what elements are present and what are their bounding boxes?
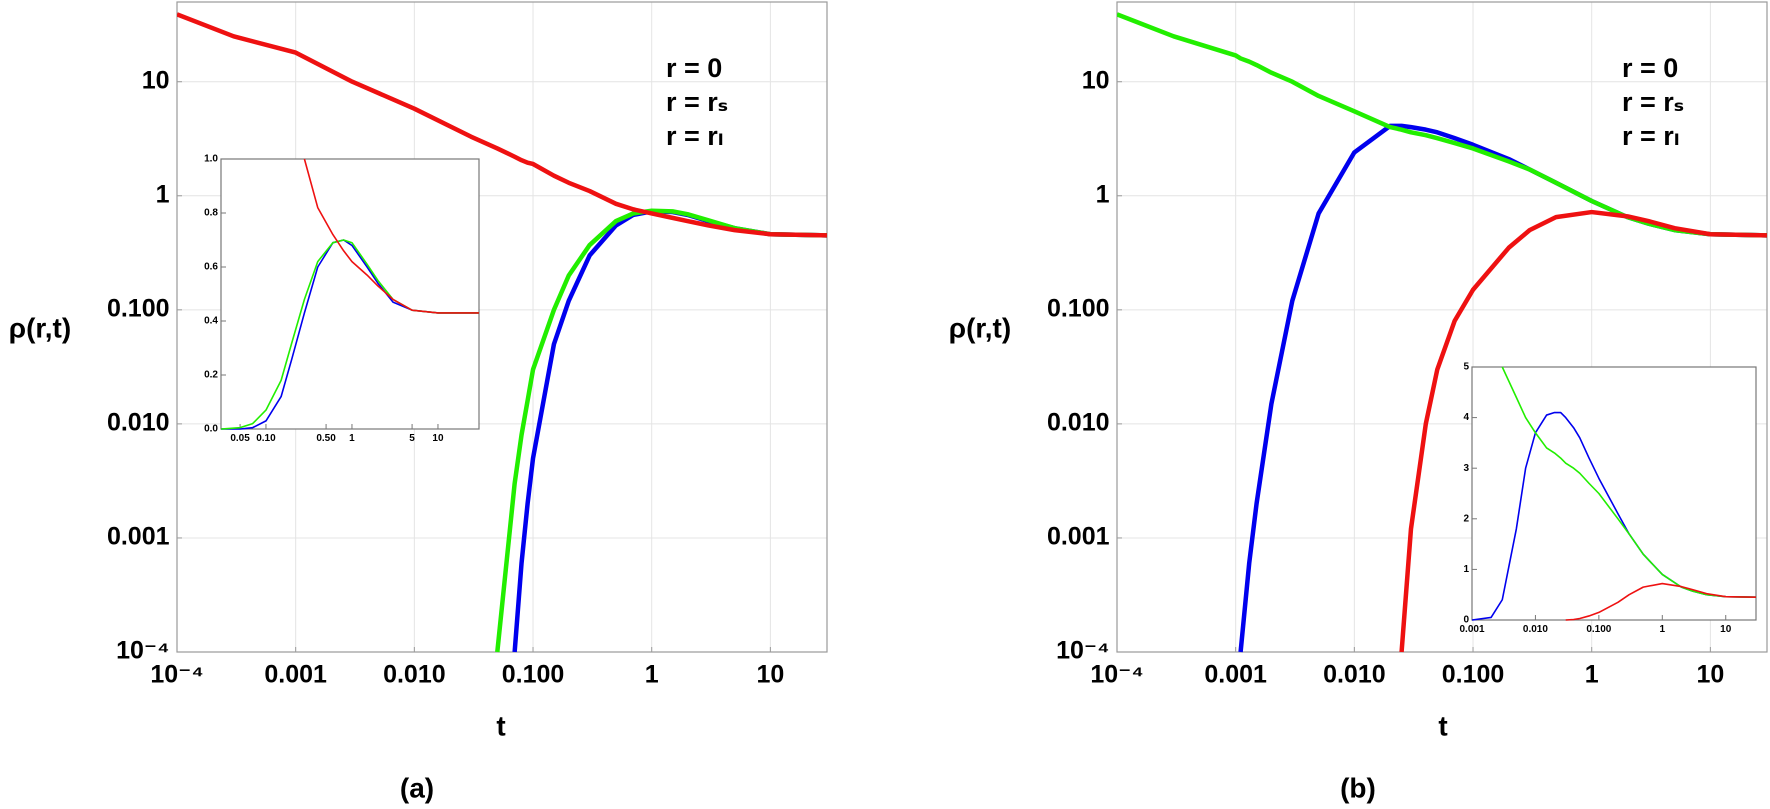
panel-caption: (b)	[1340, 772, 1376, 803]
legend-entry: r = rₛ	[1622, 87, 1684, 117]
x-tick-label: 0.100	[502, 660, 565, 688]
x-axis-label: t	[1438, 710, 1447, 741]
x-tick-label: 1	[1585, 660, 1599, 688]
plot-background	[221, 159, 479, 429]
plot-frame	[1116, 1, 1768, 653]
x-tick-label: 0.010	[383, 660, 446, 688]
y-tick-label: 2	[1463, 513, 1469, 524]
legend-entry: r = 0	[1622, 53, 1678, 83]
legend-entry: r = rₛ	[666, 87, 728, 117]
y-tick-label: 10⁻⁴	[116, 637, 169, 665]
plot-frame	[176, 1, 828, 653]
y-tick-label: 0.2	[204, 370, 218, 381]
panel: 0.05 0.10 0.50 1 5 10 0.0 0.2 0.4 0.6 0.8 1.0	[204, 154, 480, 444]
x-tick-label: 0.001	[1204, 660, 1267, 688]
y-tick-label: 0.001	[107, 523, 170, 551]
y-tick-label: 10	[1082, 66, 1110, 94]
plot-background	[1472, 367, 1756, 620]
panel-caption: (a)	[400, 772, 434, 803]
x-tick-label: 0.100	[1442, 660, 1505, 688]
x-tick-label: 10	[432, 433, 444, 444]
y-tick-label: 10	[142, 66, 170, 94]
x-tick-label: 0.50	[316, 433, 336, 444]
x-tick-label: 10⁻⁴	[150, 660, 203, 688]
y-tick-label: 1	[1463, 564, 1469, 575]
x-axis-label: t	[496, 710, 505, 741]
x-tick-label: 1	[349, 433, 355, 444]
y-tick-label: 0.001	[1047, 523, 1110, 551]
legend-entry: r = rₗ	[666, 121, 724, 151]
x-tick-label: 0.001	[1459, 624, 1484, 635]
x-tick-label: 1	[1660, 624, 1666, 635]
y-tick-label: 1.0	[204, 154, 218, 165]
x-tick-label: 0.010	[1323, 660, 1386, 688]
y-tick-label: 0.010	[1047, 408, 1110, 436]
y-tick-label: 0.010	[107, 408, 170, 436]
y-tick-label: 4	[1463, 412, 1469, 423]
legend-entry: r = rₗ	[1622, 121, 1680, 151]
data-line	[1501, 366, 1756, 599]
y-tick-label: 5	[1463, 362, 1469, 373]
data-line	[1399, 209, 1767, 653]
x-tick-label: 5	[409, 433, 415, 444]
y-tick-label: 0.8	[204, 208, 218, 219]
y-tick-label: 3	[1463, 463, 1469, 474]
y-tick-label: 0.4	[204, 316, 218, 327]
x-tick-label: 10	[1720, 624, 1732, 635]
data-line	[177, 12, 827, 238]
x-tick-label: 10⁻⁴	[1090, 660, 1143, 688]
y-tick-label: 10⁻⁴	[1056, 637, 1109, 665]
x-tick-label: 10	[756, 660, 784, 688]
x-tick-label: 1	[645, 660, 659, 688]
data-line	[1565, 582, 1756, 621]
y-axis-label: ρ(r,t)	[949, 312, 1011, 343]
y-tick-label: 0	[1463, 615, 1469, 626]
data-line	[495, 208, 827, 653]
x-tick-label: 0.05	[230, 433, 250, 444]
plot-frame	[220, 158, 480, 430]
x-tick-label: 0.10	[256, 433, 276, 444]
y-tick-label: 0.100	[107, 294, 170, 322]
y-tick-label: 1	[156, 180, 170, 208]
x-tick-label: 10	[1696, 660, 1724, 688]
y-axis-label: ρ(r,t)	[9, 312, 71, 343]
legend-entry: r = 0	[666, 53, 722, 83]
data-line	[303, 158, 479, 314]
x-tick-label: 0.001	[264, 660, 327, 688]
y-tick-label: 0.100	[1047, 294, 1110, 322]
y-tick-label: 0.0	[204, 424, 218, 435]
x-tick-label: 0.100	[1586, 624, 1611, 635]
x-tick-label: 0.010	[1523, 624, 1548, 635]
plot-frame	[1471, 366, 1757, 621]
y-tick-label: 0.6	[204, 262, 218, 273]
y-tick-label: 1	[1096, 180, 1110, 208]
panel: 0.001 0.010 0.100 1 10 0 1 2 3 4 5	[1459, 362, 1757, 635]
